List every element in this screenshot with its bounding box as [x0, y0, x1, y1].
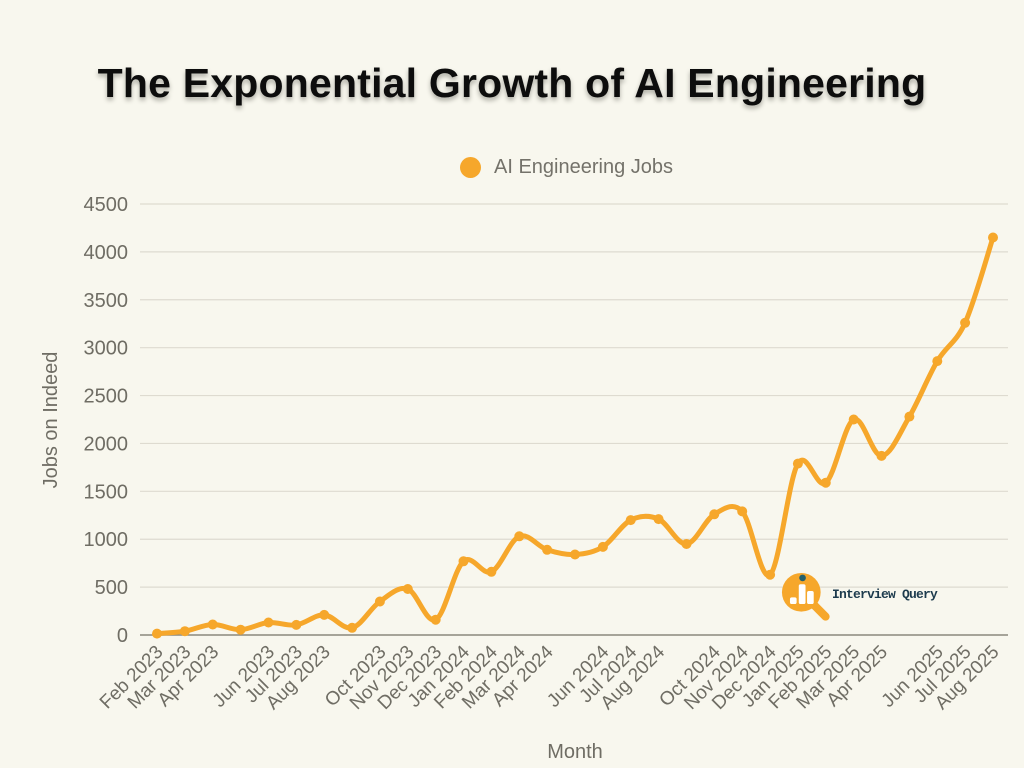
data-point-marker — [514, 531, 525, 542]
y-tick-label: 1000 — [84, 529, 129, 551]
jobs-line-series — [154, 235, 996, 637]
y-tick-label: 4500 — [84, 194, 129, 216]
data-point-marker — [737, 506, 748, 517]
legend-label: AI Engineering Jobs — [494, 156, 674, 178]
data-point-marker — [709, 509, 720, 520]
data-point-marker — [932, 356, 943, 367]
data-point-marker — [207, 619, 218, 630]
y-tick-label: 4000 — [84, 242, 129, 264]
data-point-marker — [625, 515, 636, 526]
data-point-marker — [681, 539, 692, 549]
bar-medium — [807, 591, 814, 604]
data-point-marker — [597, 541, 608, 552]
data-point-marker — [263, 617, 274, 628]
legend: AI Engineering Jobs — [460, 156, 673, 179]
magnifier-handle — [810, 601, 830, 621]
data-point-marker — [542, 544, 553, 555]
data-point-marker — [960, 317, 971, 328]
data-point-marker — [486, 566, 497, 577]
chart-title: The Exponential Growth of AI Engineering — [97, 60, 927, 106]
y-tick-label: 1500 — [84, 481, 129, 503]
y-tick-label: 2500 — [84, 386, 129, 408]
bar-chart-magnifier-icon — [781, 572, 830, 621]
data-point-marker — [792, 458, 803, 469]
data-point-marker — [570, 549, 580, 560]
data-point-marker — [820, 477, 831, 488]
data-point-marker — [291, 619, 302, 630]
interview-query-branding: Interview Query — [777, 568, 938, 622]
teal-dot — [799, 574, 806, 582]
x-axis-title: Month — [547, 741, 603, 763]
brand-name: Interview Query — [832, 587, 938, 602]
data-point-marker — [402, 584, 413, 594]
data-point-marker — [347, 622, 358, 633]
data-point-marker — [848, 414, 859, 425]
y-tick-label: 500 — [95, 577, 128, 599]
data-point-marker — [374, 596, 385, 607]
data-point-marker — [653, 514, 664, 525]
y-tick-label: 3000 — [84, 338, 129, 360]
data-point-marker — [876, 450, 887, 461]
bar-small — [789, 597, 797, 604]
data-point-marker — [430, 614, 441, 625]
data-point-marker — [319, 609, 330, 620]
data-point-marker — [458, 556, 469, 567]
y-tick-label: 0 — [117, 625, 128, 647]
data-point-marker — [765, 569, 776, 580]
data-point-marker — [152, 628, 162, 639]
y-tick-label: 3500 — [84, 290, 129, 312]
y-tick-label: 2000 — [84, 433, 129, 455]
data-point-marker — [235, 624, 246, 635]
data-point-marker — [179, 626, 190, 637]
bar-tall — [798, 584, 806, 604]
data-point-marker — [904, 411, 915, 422]
y-axis-title: Jobs on Indeed — [40, 352, 62, 489]
legend-marker-icon — [460, 157, 481, 178]
data-point-marker — [988, 232, 998, 243]
